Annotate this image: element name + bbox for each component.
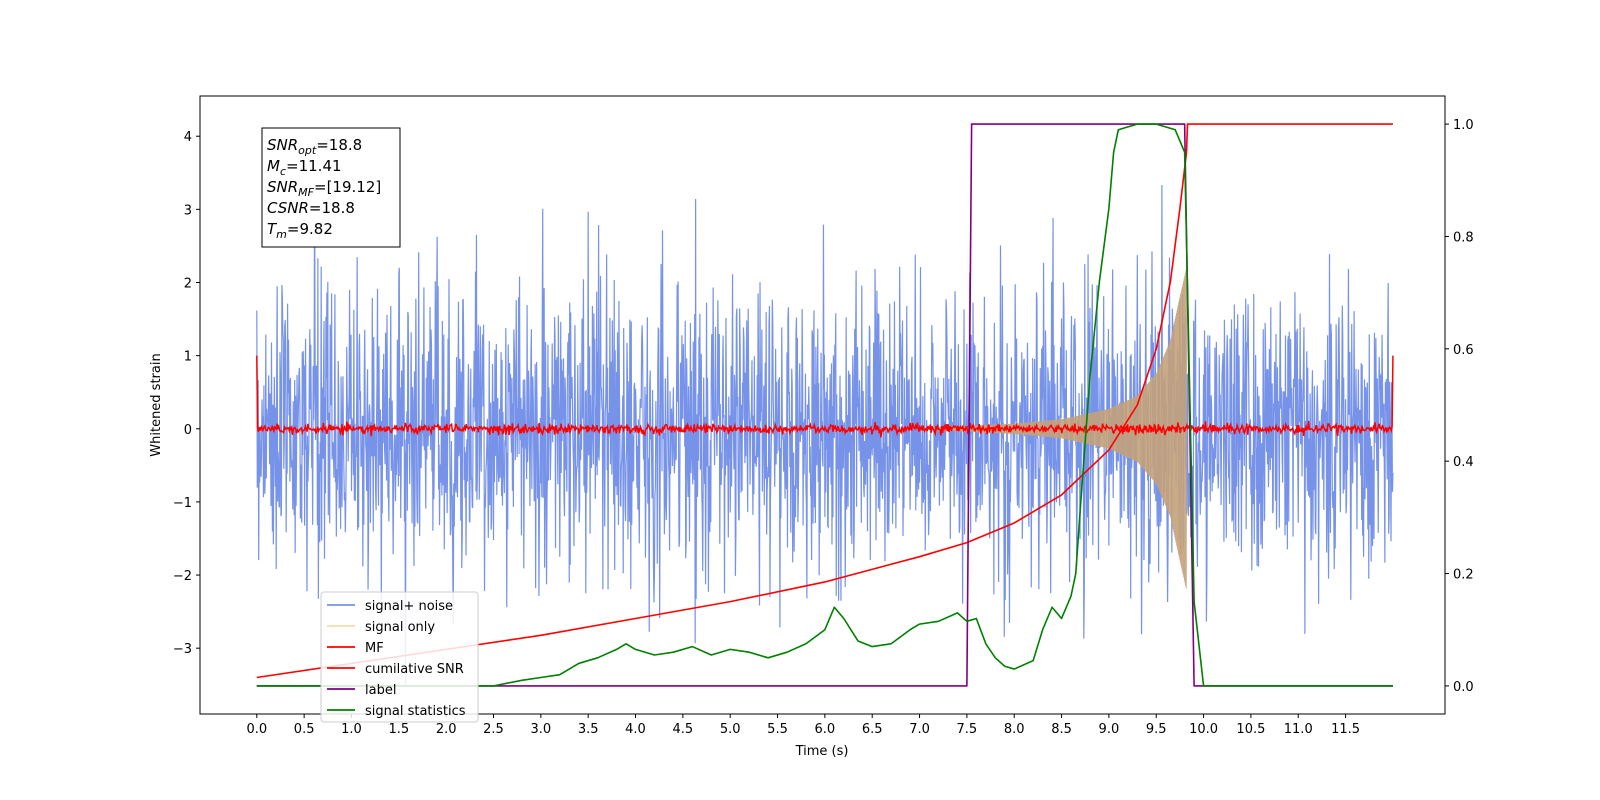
series-signal-statistics	[256, 123, 1393, 687]
x-axis: 0.0 0.5 1.0 1.5 2.0 2.5 3.0 3.5 4.0 4.5 5.0 5.5 6.0 6…	[246, 714, 1360, 737]
x-tick-label: 4.5	[673, 722, 694, 737]
y2-tick-label: 1.0	[1453, 118, 1474, 133]
x-tick-label: 1.0	[341, 722, 362, 737]
legend-label: signal+ noise	[365, 599, 453, 614]
info-line: SNRopt=18.8	[267, 136, 362, 157]
info-sub: m	[276, 228, 287, 241]
legend-label: MF	[365, 641, 384, 656]
x-tick-label: 9.0	[1099, 722, 1120, 737]
info-var: SNR	[267, 136, 298, 154]
legend-label: cumilative SNR	[365, 662, 464, 677]
x-tick-label: 10.5	[1236, 722, 1265, 737]
series-cumilative-snr	[256, 123, 1393, 679]
info-var: SNR	[267, 178, 298, 196]
plot-frame	[199, 95, 1446, 715]
info-var: M	[267, 157, 280, 175]
x-axis-label: Time (s)	[795, 744, 849, 759]
info-sub: c	[280, 165, 286, 178]
info-value: =[19.12]	[314, 178, 381, 196]
x-tick-label: 4.0	[625, 722, 646, 737]
x-tick-label: 7.5	[957, 722, 978, 737]
x-tick-label: 9.5	[1146, 722, 1167, 737]
x-tick-label: 5.5	[767, 722, 788, 737]
info-var: CSNR	[267, 199, 309, 217]
x-tick-label: 5.0	[720, 722, 741, 737]
info-box: SNRopt=18.8Mc=11.41SNRMF=[19.12]CSNR=18.…	[261, 127, 401, 248]
legend-label: signal only	[365, 620, 435, 635]
y-tick-label: −3	[173, 642, 192, 657]
x-tick-label: 3.0	[530, 722, 551, 737]
info-var: T	[267, 220, 278, 238]
y2-tick-label: 0.4	[1453, 455, 1474, 470]
series-layer	[256, 123, 1394, 687]
legend: signal+ noise signal only MF cumilative SNR…	[320, 591, 479, 723]
y-tick-label: −2	[173, 569, 192, 584]
info-line: Mc=11.41	[267, 157, 342, 178]
legend-label: label	[365, 683, 396, 698]
y-tick-label: 0	[184, 423, 192, 438]
y-tick-label: 2	[184, 276, 192, 291]
legend-label: signal statistics	[365, 704, 466, 719]
x-tick-label: 6.5	[862, 722, 883, 737]
x-tick-label: 2.5	[483, 722, 504, 737]
y-axis-label: Whitened strain	[149, 353, 164, 456]
y-tick-label: 3	[184, 203, 192, 218]
y2-tick-label: 0.6	[1453, 343, 1474, 358]
y-axis-right: 0.0 0.2 0.4 0.6 0.8 1.0	[1445, 118, 1474, 695]
x-tick-label: 8.0	[1004, 722, 1025, 737]
y-tick-label: −1	[173, 496, 192, 511]
x-tick-label: 11.0	[1284, 722, 1313, 737]
info-box-frame	[261, 127, 401, 248]
x-tick-label: 0.0	[246, 722, 267, 737]
x-tick-label: 11.5	[1331, 722, 1360, 737]
info-value: =11.41	[286, 157, 342, 175]
x-tick-label: 6.0	[815, 722, 836, 737]
info-value: =18.8	[316, 136, 362, 154]
x-tick-label: 1.5	[388, 722, 409, 737]
info-value: =9.82	[287, 220, 333, 238]
info-line: Tm=9.82	[267, 220, 333, 241]
x-tick-label: 3.5	[578, 722, 599, 737]
y2-tick-label: 0.2	[1453, 568, 1474, 583]
x-tick-label: 8.5	[1051, 722, 1072, 737]
y-tick-label: 4	[184, 130, 192, 145]
x-tick-label: 7.0	[909, 722, 930, 737]
info-sub: MF	[298, 186, 314, 199]
x-tick-label: 2.0	[436, 722, 457, 737]
info-line: CSNR=18.8	[267, 199, 355, 217]
y-tick-label: 1	[184, 350, 192, 365]
info-sub: opt	[298, 144, 317, 157]
info-value: =18.8	[309, 199, 355, 217]
y2-tick-label: 0.8	[1453, 230, 1474, 245]
series-signal-noise	[256, 172, 1394, 685]
info-line: SNRMF=[19.12]	[267, 178, 381, 199]
x-tick-label: 0.5	[294, 722, 315, 737]
series-mf	[256, 355, 1394, 438]
x-tick-label: 10.0	[1189, 722, 1218, 737]
legend-frame	[320, 591, 479, 723]
y2-tick-label: 0.0	[1453, 680, 1474, 695]
y-axis-left: −3 −2 −1 0 1 2 3 4	[173, 130, 200, 657]
